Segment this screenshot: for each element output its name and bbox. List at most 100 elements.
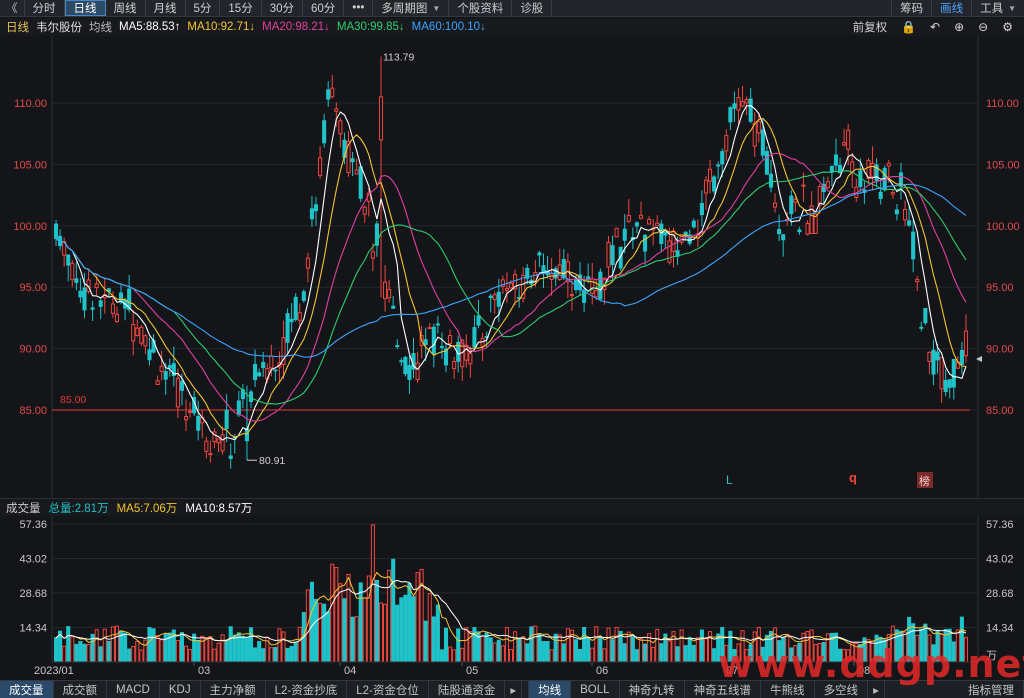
indicator-manage-button[interactable]: 指标管理 <box>959 681 1024 698</box>
candle-body <box>127 288 132 311</box>
avg-line-label[interactable]: 均线 <box>89 22 112 34</box>
price-tick-left: 95.00 <box>19 282 47 294</box>
candle-body <box>789 195 794 215</box>
signal-marker-l[interactable]: L <box>726 473 733 487</box>
tab-weekly[interactable]: 周线 <box>106 0 146 16</box>
tab-30min[interactable]: 30分 <box>262 0 303 16</box>
tab-macd[interactable]: MACD <box>107 681 160 698</box>
date-tick: 08 <box>858 665 870 677</box>
tab-turnover[interactable]: 成交额 <box>54 681 107 698</box>
candle-body <box>297 312 302 321</box>
rank-badge[interactable] <box>917 472 933 488</box>
volume-bar <box>907 616 912 663</box>
candle-body <box>927 351 932 362</box>
diagnose-button[interactable]: 诊股 <box>512 0 553 16</box>
volume-tick-right: 43.02 <box>986 554 1014 566</box>
tools-dropdown[interactable]: 工具 ▼ <box>971 0 1024 16</box>
tab-volume[interactable]: 成交量 <box>0 681 54 698</box>
collapse-left-icon[interactable]: 《 <box>0 0 25 16</box>
volume-bar <box>484 632 489 663</box>
chart-controls: 前复权 🔒 ↶ ⊕ ⊖ ⚙ <box>853 18 1020 36</box>
zoom-in-icon[interactable]: ⊕ <box>954 20 965 34</box>
candle-body <box>691 220 696 228</box>
volume-bar <box>216 642 221 663</box>
tab-monthly[interactable]: 月线 <box>146 0 186 16</box>
ma5-line <box>55 105 967 441</box>
volume-bar <box>768 631 774 663</box>
tab-15min[interactable]: 15分 <box>220 0 262 16</box>
candle-body <box>500 279 505 287</box>
settings-icon[interactable]: ⚙ <box>1002 20 1013 34</box>
tab-60min[interactable]: 60分 <box>303 0 345 16</box>
tab-5min[interactable]: 5分 <box>186 0 221 16</box>
volume-bar <box>882 639 887 663</box>
candle-body <box>610 245 615 266</box>
tab-kdj[interactable]: KDJ <box>160 681 201 698</box>
kline-chart[interactable]: 110.00 105.00 100.00 95.00 90.00 85.00 110.00… <box>0 36 1024 680</box>
candle-body <box>923 307 928 324</box>
price-tick-left: 85.00 <box>19 405 47 417</box>
tab-l2-position[interactable]: L2-资金仓位 <box>347 681 429 698</box>
adjust-mode-label[interactable]: 前复权 <box>852 22 888 34</box>
ma-value-0: MA5:88.53↑ <box>119 21 181 33</box>
tab-magic-nine[interactable]: 神奇九转 <box>620 681 685 698</box>
volume-bar <box>785 634 790 663</box>
tabs-scroll-right-icon[interactable]: ▸ <box>868 681 885 698</box>
lock-icon[interactable]: 🔒 <box>901 20 917 34</box>
volume-bar <box>94 629 99 663</box>
candle-body <box>293 296 298 320</box>
tab-boll[interactable]: BOLL <box>571 681 620 698</box>
tab-northbound[interactable]: 陆股通资金 <box>429 681 506 698</box>
volume-bar <box>821 642 826 663</box>
volume-bar <box>86 644 91 663</box>
tab-long-short[interactable]: 多空线 <box>815 681 869 698</box>
volume-bar <box>842 648 847 663</box>
tab-bull-bear[interactable]: 牛熊线 <box>761 681 815 698</box>
volume-bar <box>744 649 749 663</box>
candle-body <box>452 361 457 370</box>
volume-bar <box>675 646 680 663</box>
volume-bar <box>342 598 347 663</box>
volume-bar <box>927 634 932 663</box>
volume-bars <box>53 524 969 663</box>
volume-bar <box>240 635 245 663</box>
volume-bar <box>923 623 928 663</box>
candle-body <box>431 326 436 355</box>
candle-body <box>354 169 359 175</box>
signal-marker-q[interactable]: q <box>849 470 857 485</box>
draw-line-button[interactable]: 画线 <box>931 0 971 16</box>
tab-daily[interactable]: 日线 <box>64 0 106 16</box>
candle-body <box>638 214 644 219</box>
volume-bar <box>427 593 432 663</box>
volume-bar <box>139 649 144 663</box>
volume-bar <box>541 641 546 663</box>
tab-main-net[interactable]: 主力净额 <box>201 681 266 698</box>
tab-intraday[interactable]: 分时 <box>25 0 65 16</box>
multi-period-dropdown[interactable]: 多周期图 ▼ <box>373 0 450 16</box>
candle-body <box>894 209 899 215</box>
volume-ma5: MA5:7.06万 <box>116 502 178 515</box>
tab-l2-bottom[interactable]: L2-资金抄底 <box>266 681 348 698</box>
stock-profile-button[interactable]: 个股资料 <box>449 0 513 16</box>
volume-total: 总量:2.81万 <box>48 502 109 515</box>
zoom-out-icon[interactable]: ⊖ <box>978 20 989 34</box>
tab-ma[interactable]: 均线 <box>528 681 572 698</box>
candle-body <box>204 440 209 452</box>
chips-button[interactable]: 筹码 <box>891 0 931 16</box>
undo-icon[interactable]: ↶ <box>930 20 941 34</box>
volume-bar <box>525 643 530 663</box>
volume-bar <box>699 629 704 663</box>
volume-bar <box>582 626 587 663</box>
volume-bar <box>362 597 367 663</box>
candle-body <box>805 223 810 235</box>
candle-body <box>309 208 314 220</box>
more-periods-button[interactable]: ••• <box>344 0 374 16</box>
volume-bar <box>935 630 940 663</box>
volume-bar <box>939 633 944 663</box>
price-axis-right: 110.00 105.00 100.00 95.00 90.00 85.00 <box>986 98 1020 417</box>
tab-magic-five[interactable]: 神奇五线谱 <box>685 681 762 698</box>
tabs-scroll-icon[interactable]: ▸ <box>505 681 523 698</box>
candle-body <box>931 349 936 375</box>
indicator-tabs: 成交量 成交额 MACD KDJ 主力净额 L2-资金抄底 L2-资金仓位 陆股… <box>0 680 1024 698</box>
volume-tick-left: 57.36 <box>19 519 47 531</box>
